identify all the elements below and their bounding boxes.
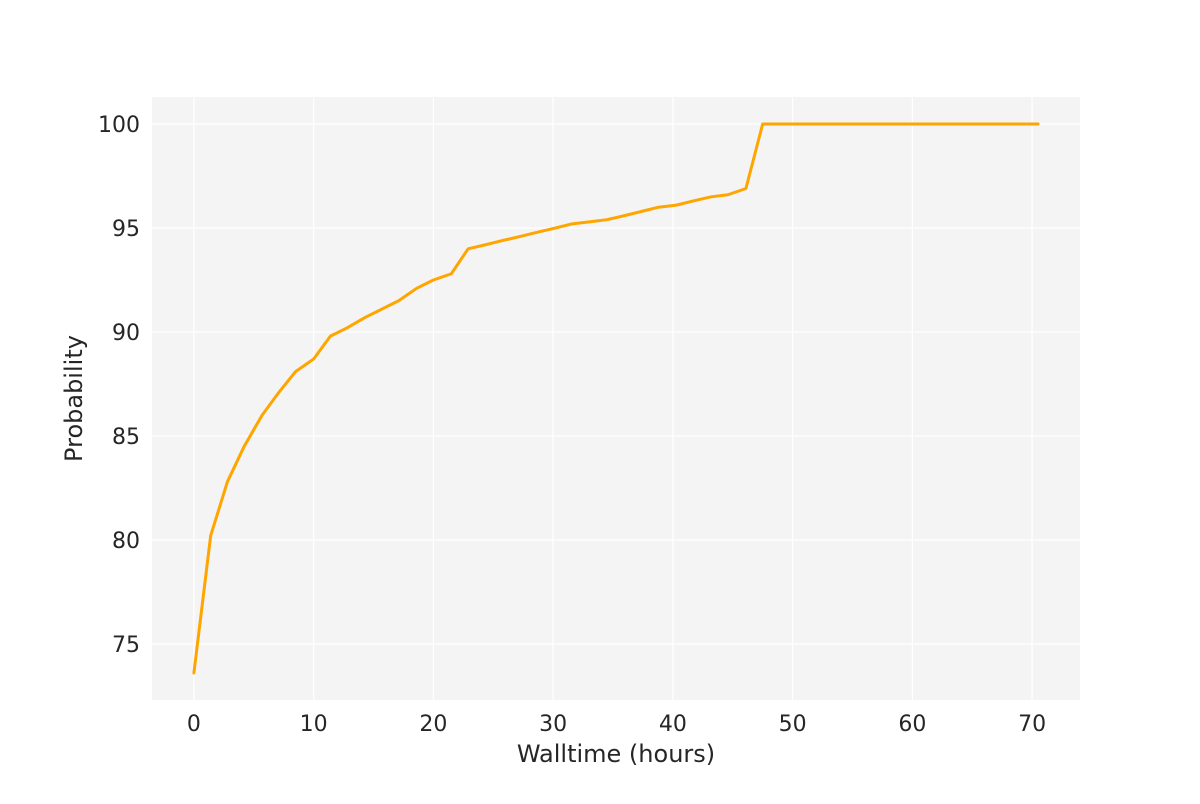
series-layer (192, 122, 1040, 675)
x-tick-label: 40 (659, 712, 687, 737)
tick-labels: 0 10 20 30 40 50 60 70 75 80 85 90 95 100 (98, 113, 1046, 737)
x-tick-label: 30 (539, 712, 567, 737)
x-tick-label: 60 (898, 712, 926, 737)
x-axis-label: Walltime (hours) (517, 740, 715, 768)
y-axis-label: Probability (60, 335, 88, 462)
y-tick-label: 80 (112, 529, 140, 554)
x-tick-label: 0 (187, 712, 201, 737)
x-tick-label: 70 (1018, 712, 1046, 737)
plot-area (152, 97, 1080, 700)
y-tick-label: 95 (112, 217, 140, 242)
series-line (192, 122, 1040, 675)
y-tick-label: 75 (112, 633, 140, 658)
y-tick-label: 85 (112, 425, 140, 450)
x-tick-label: 20 (419, 712, 447, 737)
x-tick-label: 10 (300, 712, 328, 737)
y-tick-label: 90 (112, 321, 140, 346)
y-tick-label: 100 (98, 113, 140, 138)
x-tick-label: 50 (779, 712, 807, 737)
